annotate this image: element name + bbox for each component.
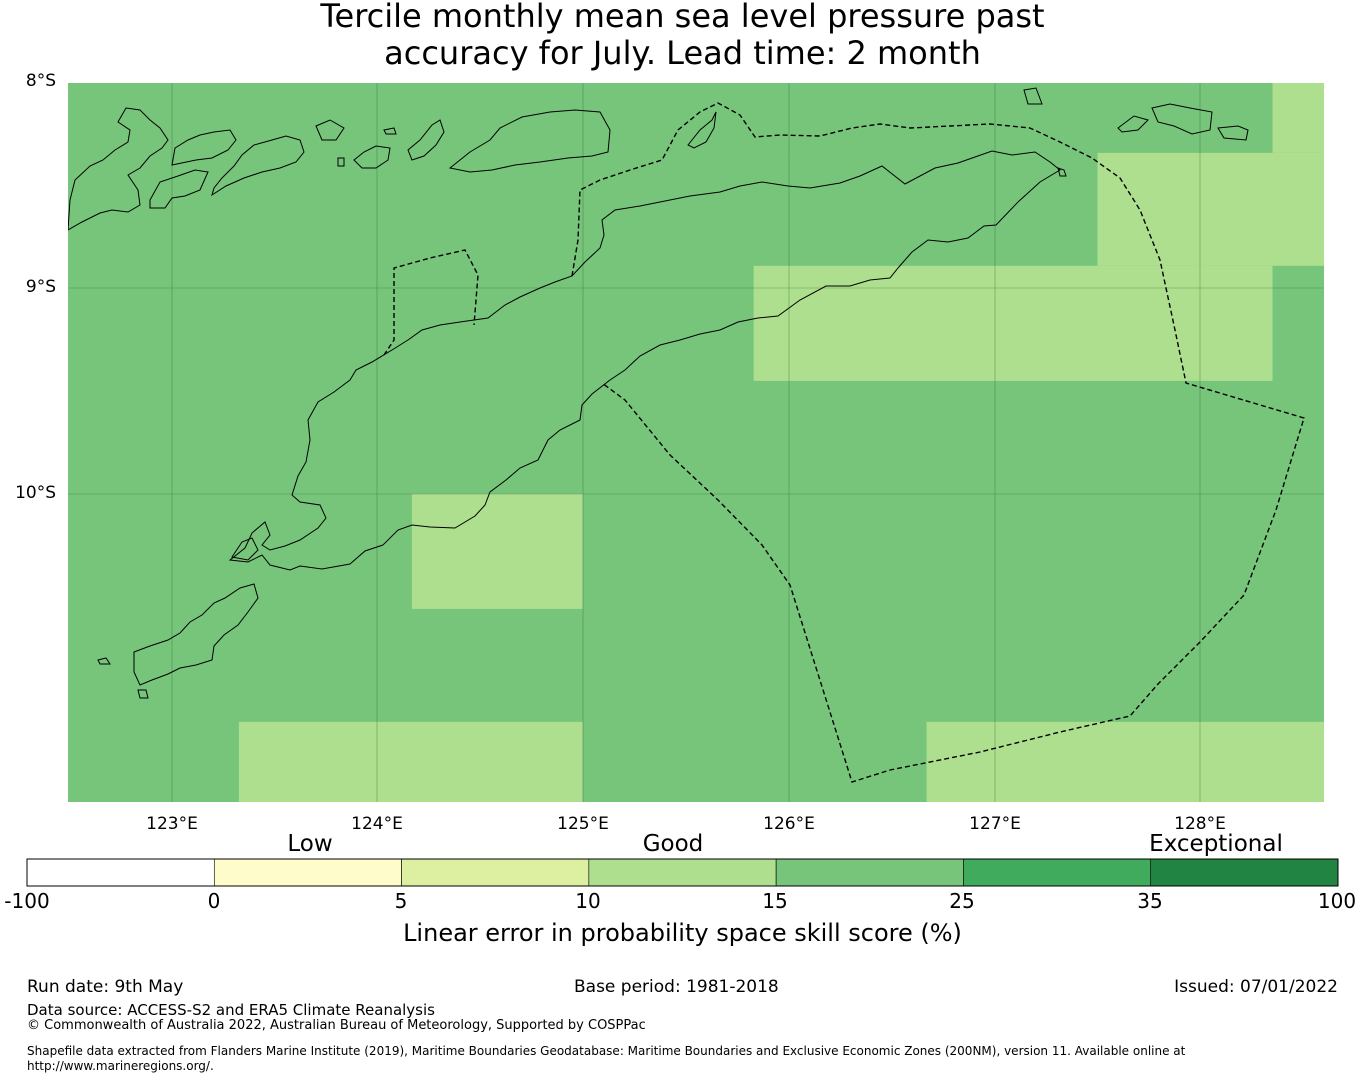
timor-coastline bbox=[228, 150, 1061, 571]
moa-coastline bbox=[1151, 103, 1213, 135]
copyright: © Commonwealth of Australia 2022, Austra… bbox=[27, 1018, 646, 1033]
shapefile-credit-line-2: http://www.marineregions.org/. bbox=[27, 1059, 214, 1073]
category-low: Low bbox=[287, 831, 333, 857]
skill-cell bbox=[1272, 83, 1324, 153]
atauro-coastline bbox=[687, 111, 717, 149]
colorbar-segment bbox=[963, 858, 1152, 887]
coastlines bbox=[68, 87, 1249, 699]
issued-date: Issued: 07/01/2022 bbox=[1174, 977, 1338, 997]
data-source: Data source: ACCESS-S2 and ERA5 Climate … bbox=[27, 1001, 435, 1019]
shapefile-credit-line-1: Shapefile data extracted from Flanders M… bbox=[27, 1044, 1186, 1058]
lon-label-124e: 124°E bbox=[351, 814, 403, 834]
leti-coastline bbox=[1117, 115, 1149, 133]
colorbar-tick: -100 bbox=[4, 889, 50, 913]
lakor-coastline bbox=[1217, 125, 1249, 141]
pantar-coastline bbox=[149, 169, 209, 209]
roti-coastline bbox=[97, 583, 259, 699]
alor-west-coastline bbox=[171, 129, 237, 166]
skill-cell bbox=[68, 83, 1273, 153]
colorbar-segment bbox=[401, 858, 590, 887]
colorbar-segment bbox=[775, 858, 964, 887]
semau-coastline bbox=[231, 537, 259, 561]
colorbar-segment bbox=[588, 858, 777, 887]
islet-coastline bbox=[315, 119, 1067, 177]
skill-cell bbox=[926, 721, 1324, 802]
colorbar-tick: 10 bbox=[575, 889, 601, 913]
lon-label-126e: 126°E bbox=[763, 814, 815, 834]
skill-cell bbox=[1097, 152, 1324, 266]
colorbar-tick: 5 bbox=[394, 889, 408, 913]
oecusse-boundary bbox=[383, 249, 479, 356]
skill-cell bbox=[238, 721, 583, 802]
graticule bbox=[68, 83, 1324, 802]
lon-label-127e: 127°E bbox=[969, 814, 1021, 834]
timor-leste-eez-north bbox=[571, 102, 1305, 783]
base-period: Base period: 1981-2018 bbox=[574, 977, 779, 997]
maritime-boundaries bbox=[383, 102, 1305, 783]
colorbar-tick: 100 bbox=[1317, 889, 1357, 913]
alor-east-coastline bbox=[211, 135, 305, 197]
lon-label-123e: 123°E bbox=[146, 814, 198, 834]
kisar-coastline bbox=[1023, 87, 1043, 105]
lon-label-125e: 125°E bbox=[557, 814, 609, 834]
alor-coastline bbox=[68, 107, 169, 231]
run-date: Run date: 9th May bbox=[27, 977, 184, 997]
category-good: Good bbox=[642, 831, 704, 857]
category-exceptional: Exceptional bbox=[1149, 831, 1283, 857]
colorbar-segment bbox=[213, 858, 402, 887]
colorbar-segment bbox=[1150, 858, 1339, 887]
colorbar-tick: 15 bbox=[762, 889, 788, 913]
wetar-coastline bbox=[448, 109, 611, 173]
lat-label-10s: 10°S bbox=[15, 483, 56, 503]
lon-label-128e: 128°E bbox=[1174, 814, 1226, 834]
lat-label-8s: 8°S bbox=[25, 71, 56, 91]
skill-score-map bbox=[68, 83, 1324, 802]
title-line-1: Tercile monthly mean sea level pressure … bbox=[320, 0, 1045, 35]
skill-cell bbox=[753, 265, 1273, 381]
colorbar bbox=[26, 858, 1339, 887]
colorbar-label: Linear error in probability space skill … bbox=[403, 919, 962, 947]
colorbar-segment bbox=[26, 858, 215, 887]
map-title: Tercile monthly mean sea level pressure … bbox=[0, 0, 1365, 72]
skill-cell bbox=[411, 493, 583, 609]
title-line-2: accuracy for July. Lead time: 2 month bbox=[384, 34, 981, 72]
colorbar-tick: 35 bbox=[1137, 889, 1163, 913]
lat-label-9s: 9°S bbox=[25, 277, 56, 297]
colorbar-tick: 25 bbox=[949, 889, 975, 913]
colorbar-tick: 0 bbox=[207, 889, 221, 913]
